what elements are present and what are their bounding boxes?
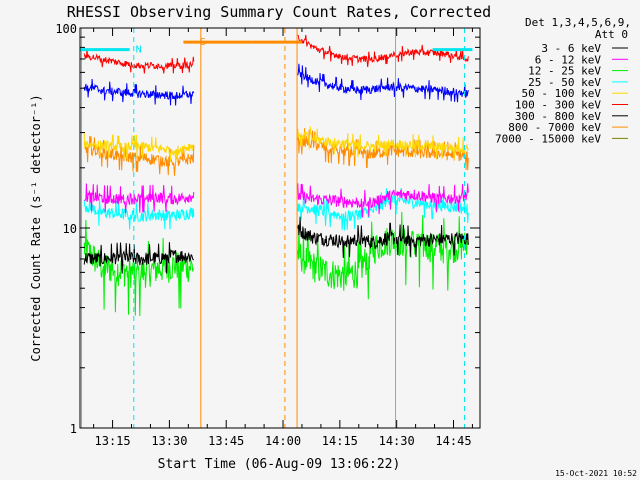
flag-label-n: N: [136, 45, 142, 56]
legend-label-300-800-kev: 300 - 800 keV: [515, 110, 601, 123]
footer-timestamp: 15-Oct-2021 10:52: [555, 469, 637, 478]
y-tick-label-1: 1: [70, 422, 77, 436]
y-tick-label-3: 100: [55, 22, 77, 36]
series-trace-50-100-kev-before: [83, 132, 195, 163]
series-trace-3-6-kev-before: [83, 242, 195, 274]
x-tick-label-4: 14:00: [265, 434, 301, 448]
x-tick-label-3: 13:45: [208, 434, 244, 448]
series-trace-6-12-kev-after: [297, 183, 469, 218]
y-axis-label: Corrected Count Rate (s⁻¹ detector⁻¹): [29, 94, 43, 361]
x-axis-label: Start Time (06-Aug-09 13:06:22): [158, 457, 401, 472]
legend-label-12-25-kev: 12 - 25 keV: [528, 65, 601, 78]
series-trace-12-25-kev-before: [83, 219, 194, 317]
series-trace-unlabeled-before: [83, 78, 195, 106]
x-tick-label-1: 13:15: [95, 434, 131, 448]
series-trace-100-300-kev-before: [83, 48, 195, 74]
legend-label-3-6-kev: 3 - 6 keV: [541, 42, 601, 55]
x-tick-label-7: 14:45: [435, 434, 471, 448]
series-trace-25-50-kev-after: [297, 187, 469, 231]
legend-label-7000-15000-kev: 7000 - 15000 keV: [495, 132, 601, 145]
series-trace-100-300-kev-after: [297, 34, 469, 68]
legend-label-6-12-kev: 6 - 12 keV: [535, 53, 602, 66]
flag-label-s: S: [200, 37, 206, 48]
x-tick-label-6: 14:30: [379, 434, 415, 448]
series-trace-50-100-kev-after: [297, 126, 469, 160]
legend-header-line-2: Att 0: [595, 28, 628, 41]
legend-label-100-300-kev: 100 - 300 keV: [515, 99, 601, 112]
x-tick-label-2: 13:30: [151, 434, 187, 448]
series-trace-6-12-kev-before: [84, 183, 195, 214]
x-tick-label-5: 14:15: [322, 434, 358, 448]
series-trace-25-50-kev-before: [83, 194, 195, 230]
series-trace-3-6-kev-after: [297, 216, 469, 258]
legend-label-50-100-kev: 50 - 100 keV: [522, 87, 602, 100]
legend-label-25-50-kev: 25 - 50 keV: [528, 76, 601, 89]
legend-label-800-7000-kev: 800 - 7000 keV: [508, 121, 601, 134]
legend-header-line-1: Det 1,3,4,5,6,9,: [525, 16, 631, 29]
y-tick-label-2: 10: [63, 222, 77, 236]
chart-title: RHESSI Observing Summary Count Rates, Co…: [67, 3, 491, 21]
series-trace-unlabeled-after: [297, 63, 469, 103]
series-trace-12-25-kev-after: [297, 211, 469, 300]
